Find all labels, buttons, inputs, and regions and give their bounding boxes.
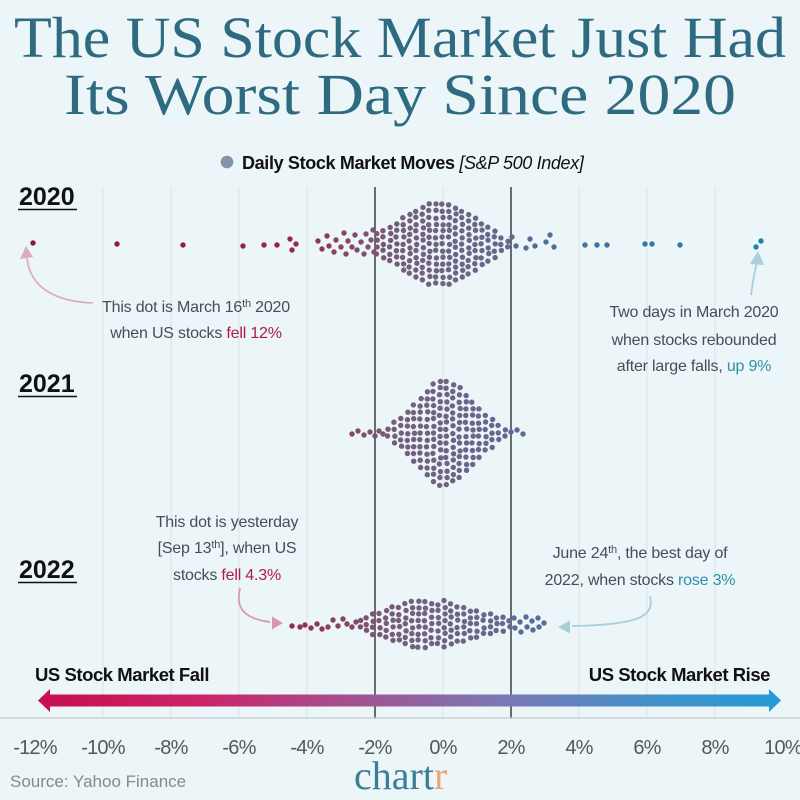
svg-text:This dot is yesterday: This dot is yesterday	[156, 514, 299, 531]
svg-text:-6%: -6%	[222, 737, 256, 759]
svg-text:2%: 2%	[497, 737, 525, 759]
svg-text:Source: Yahoo Finance: Source: Yahoo Finance	[10, 772, 186, 791]
svg-text:4%: 4%	[565, 737, 593, 759]
svg-text:chartr: chartr	[354, 753, 447, 798]
svg-text:Its Worst Day Since 2020: Its Worst Day Since 2020	[64, 62, 736, 127]
svg-text:US Stock Market Rise: US Stock Market Rise	[589, 664, 770, 685]
svg-text:US Stock Market Fall: US Stock Market Fall	[35, 664, 209, 685]
svg-text:Daily Stock Market Moves [S&P: Daily Stock Market Moves [S&P 500 Index]	[242, 153, 585, 173]
svg-text:[Sep 13th], when US: [Sep 13th], when US	[158, 539, 297, 557]
svg-text:6%: 6%	[633, 737, 661, 759]
svg-text:2021: 2021	[19, 370, 75, 398]
svg-text:0%: 0%	[429, 737, 457, 759]
svg-text:This dot is March 16th 2020: This dot is March 16th 2020	[102, 298, 290, 316]
svg-text:-4%: -4%	[290, 737, 324, 759]
svg-text:2022, when stocks rose 3%: 2022, when stocks rose 3%	[545, 572, 736, 589]
svg-text:-12%: -12%	[13, 737, 58, 759]
svg-text:-10%: -10%	[81, 737, 126, 759]
svg-text:after large falls, up 9%: after large falls, up 9%	[617, 358, 771, 375]
svg-text:10%: 10%	[764, 737, 800, 759]
svg-text:The US Stock Market Just Had: The US Stock Market Just Had	[14, 5, 786, 70]
svg-text:2022: 2022	[19, 556, 75, 584]
svg-text:June 24th, the best day of: June 24th, the best day of	[553, 544, 729, 562]
svg-text:2020: 2020	[19, 183, 75, 211]
svg-text:when US stocks fell 12%: when US stocks fell 12%	[109, 325, 282, 342]
svg-text:stocks fell 4.3%: stocks fell 4.3%	[173, 567, 281, 584]
svg-text:-8%: -8%	[154, 737, 188, 759]
svg-text:when stocks rebounded: when stocks rebounded	[611, 332, 777, 349]
svg-text:8%: 8%	[701, 737, 729, 759]
svg-text:-2%: -2%	[358, 737, 392, 759]
svg-text:Two days in March 2020: Two days in March 2020	[609, 304, 778, 321]
